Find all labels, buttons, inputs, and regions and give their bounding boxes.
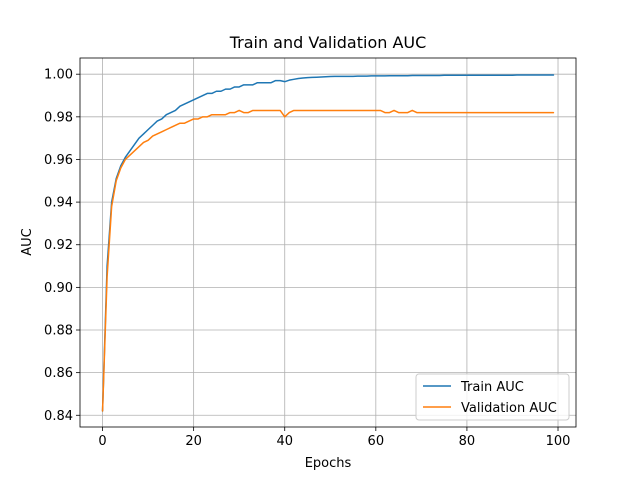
y-tick-label: 0.86 [44,366,73,381]
legend-label-validation-auc: Validation AUC [461,401,557,416]
y-tick-label: 0.96 [44,153,73,168]
y-axis-label: AUC [20,228,35,256]
legend-label-train-auc: Train AUC [460,380,524,395]
series-layer [101,74,555,412]
x-axis: 0 20 40 60 80 100 [98,427,570,449]
y-axis: 0.84 0.86 0.88 0.90 0.92 0.94 0.96 0.98 1.00 [44,68,80,424]
plot-area [80,58,576,427]
legend: Train AUC Validation AUC [415,373,570,421]
y-tick-label: 0.92 [44,238,73,253]
legend-box [415,373,570,421]
y-tick-label: 0.88 [44,324,73,339]
y-tick-label: 1.00 [44,68,73,83]
series-line-train-auc [101,74,555,412]
x-tick-label: 0 [98,434,106,449]
x-tick-label: 80 [459,434,476,449]
x-tick-label: 60 [368,434,385,449]
plot-frame [79,57,577,428]
series-line-validation-auc [101,109,555,412]
x-tick-label: 40 [276,434,293,449]
x-tick-label: 100 [546,434,571,449]
y-tick-label: 0.84 [44,409,73,424]
chart-title: Train and Validation AUC [229,33,427,52]
x-axis-label: Epochs [305,456,352,471]
x-tick-label: 20 [185,434,202,449]
y-tick-label: 0.98 [44,110,73,125]
grid [80,58,576,427]
y-tick-label: 0.90 [44,281,73,296]
y-tick-label: 0.94 [44,196,73,211]
